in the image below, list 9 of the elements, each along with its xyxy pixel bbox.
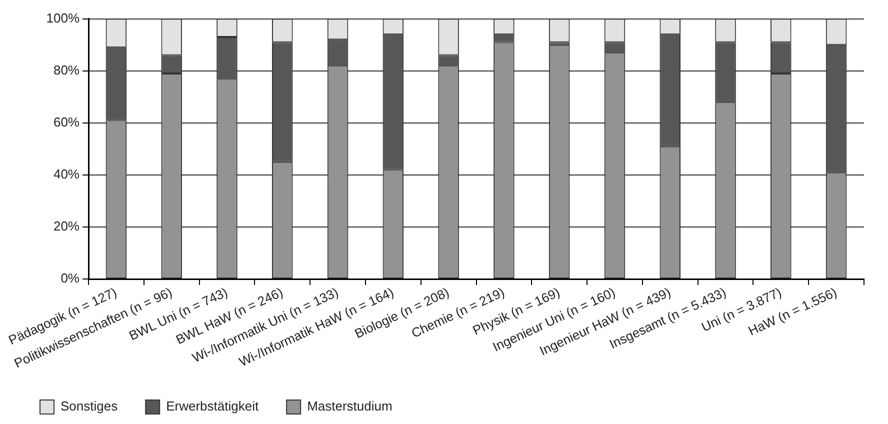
y-tick-label: 40% [53, 166, 80, 182]
legend-label: Masterstudium [307, 398, 392, 414]
legend-label: Erwerbstätigkeit [166, 398, 259, 414]
y-tick-label: 60% [53, 114, 80, 130]
y-tick-label: 100% [46, 10, 80, 26]
y-tick-label: 20% [53, 218, 80, 234]
y-tick-label: 80% [53, 62, 80, 78]
y-tick-label: 0% [60, 270, 80, 286]
legend-label: Sonstiges [60, 398, 118, 414]
